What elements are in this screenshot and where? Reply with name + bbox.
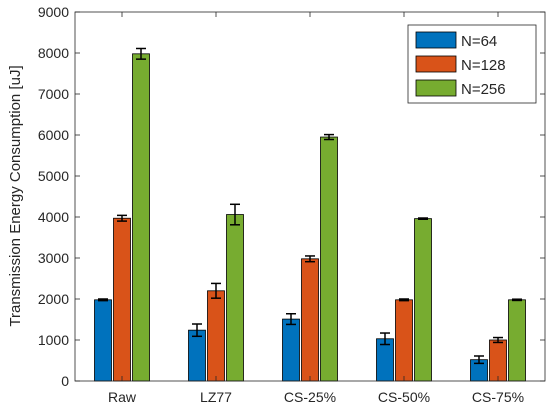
bar-n256-1: [226, 214, 244, 382]
legend-label: N=64: [461, 33, 497, 50]
y-tick-label: 4000: [38, 209, 69, 225]
y-tick-label: 7000: [38, 86, 69, 102]
bar-n256-4: [508, 299, 526, 382]
bar-n128-4: [489, 339, 507, 382]
x-tick-label: Raw: [108, 389, 137, 405]
y-tick-label: 5000: [38, 168, 69, 184]
y-axis-label: Transmission Energy Consumption [uJ]: [7, 65, 24, 326]
bar-n256-3: [414, 218, 432, 382]
y-tick-label: 9000: [38, 4, 69, 20]
legend-label: N=256: [461, 81, 506, 98]
x-tick-label: CS-75%: [472, 389, 524, 405]
bar-n128-0: [113, 217, 131, 382]
y-tick-label: 1000: [38, 332, 69, 348]
x-tick-label: CS-25%: [284, 389, 336, 405]
y-tick-label: 6000: [38, 127, 69, 143]
legend-swatch: [415, 79, 457, 97]
plot-layer: 0 1000 2000 3000 4000 5000 6000 7000 8000 9000 Raw…: [38, 4, 546, 405]
legend-swatch: [415, 55, 457, 73]
bar-n128-2: [301, 258, 319, 382]
x-tick-label: CS-50%: [378, 389, 430, 405]
x-tick-label: LZ77: [200, 389, 232, 405]
y-tick-label: 8000: [38, 45, 69, 61]
bar-n64-1: [188, 329, 206, 382]
bar-n64-0: [94, 299, 112, 382]
bar-n128-1: [207, 290, 225, 382]
bar-n256-2: [320, 136, 338, 382]
bar-n256-0: [132, 53, 150, 382]
y-tick-label: 2000: [38, 291, 69, 307]
bar-n128-3: [395, 299, 413, 382]
y-tick-label: 0: [61, 373, 69, 389]
legend-swatch: [415, 31, 457, 49]
y-tick-label: 3000: [38, 250, 69, 266]
bar-n64-2: [282, 318, 300, 382]
legend-label: N=128: [461, 57, 506, 74]
